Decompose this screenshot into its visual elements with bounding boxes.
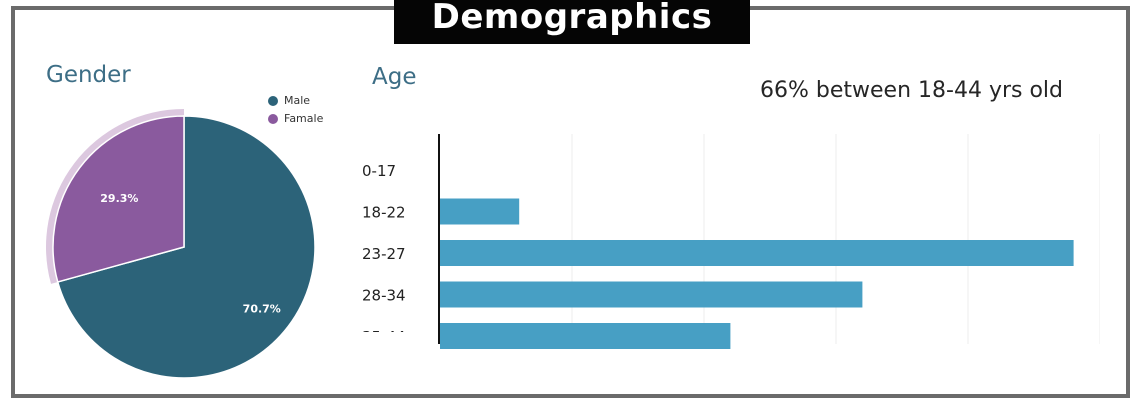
legend-dot-female [268, 113, 278, 124]
gender-pie-chart: 29.3% 70.7% [46, 109, 316, 379]
age-chart-title: Age [372, 64, 417, 90]
age-bar-chart: 0-17 18-22 23-27 28-34 35-44 [362, 134, 1100, 349]
age-chart-subtitle: 66% between 18-44 yrs old [760, 78, 1063, 103]
legend-item-male: Male [268, 94, 310, 107]
pie-label-male: 70.7% [243, 303, 281, 316]
bar-label-28-34: 28-34 [362, 287, 406, 305]
bar-18-22 [440, 198, 520, 225]
pie-label-female: 29.3% [100, 192, 138, 205]
pie-slice-female [52, 115, 185, 283]
bar-28-34 [440, 281, 863, 308]
pie-slice-male [56, 115, 316, 379]
bar-label-23-27: 23-27 [362, 245, 406, 263]
bar-35-44 [440, 323, 731, 349]
main-title: Demographics [394, 0, 750, 44]
bar-label-18-22: 18-22 [362, 204, 406, 222]
bar-label-0-17: 0-17 [362, 162, 396, 180]
bar-23-27 [440, 240, 1074, 266]
legend-label-female: Famale [284, 112, 324, 125]
legend-label-male: Male [284, 94, 311, 107]
legend-dot-male [268, 95, 278, 106]
legend-item-female: Famale [268, 112, 323, 125]
bar-label-35-44: 35-44 [362, 328, 406, 346]
gender-chart-title: Gender [46, 62, 131, 88]
